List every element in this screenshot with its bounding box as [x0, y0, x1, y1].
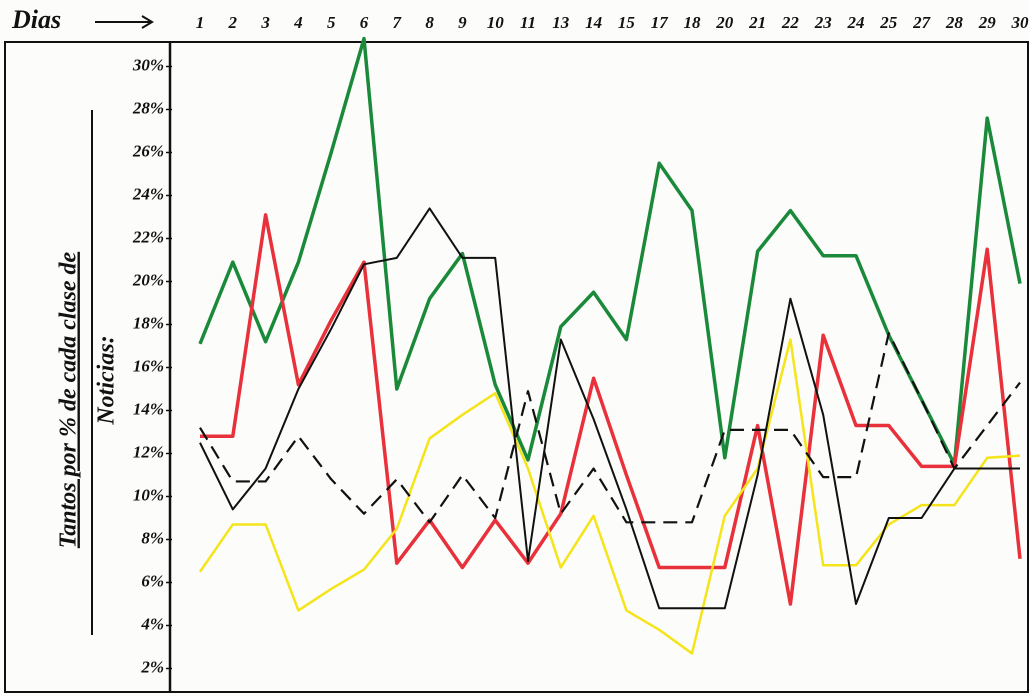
- y-tick-label: 20%: [132, 270, 164, 289]
- x-tick-label: 8: [425, 13, 434, 32]
- y-tick-label: 28%: [132, 98, 164, 117]
- x-tick-label: 7: [393, 13, 403, 32]
- x-tick-label: 13: [552, 13, 570, 32]
- y-tick-label: 26%: [132, 141, 164, 160]
- x-tick-label: 15: [618, 13, 636, 32]
- line-series: [199, 207, 1020, 610]
- x-tick-label: 25: [879, 13, 898, 32]
- y-tick-label: 4%: [140, 614, 164, 633]
- y-tick-label: 12%: [133, 442, 164, 461]
- x-tick-label: 2: [228, 13, 238, 32]
- x-tick-label: 10: [487, 13, 505, 32]
- y-tick-label: 14%: [133, 399, 164, 418]
- y-tick-label: 8%: [141, 528, 164, 547]
- x-tick-label: 5: [327, 13, 336, 32]
- line-series: [200, 213, 1022, 606]
- arrow: [95, 15, 154, 29]
- x-tick-label: 17: [651, 13, 670, 32]
- x-axis-label: Dias: [11, 5, 61, 34]
- x-tick-label: 9: [458, 13, 467, 32]
- x-tick-label: 21: [748, 13, 766, 32]
- x-tick-label: 14: [585, 13, 602, 32]
- y-tick-label: 6%: [141, 571, 164, 590]
- x-tick-label: 29: [978, 13, 997, 32]
- y-tick-label: 16%: [133, 356, 164, 375]
- y-tick-label: 18%: [133, 313, 164, 332]
- y-tick-label: 22%: [132, 227, 164, 246]
- x-tick-label: 20: [715, 13, 734, 32]
- x-tick-label: 28: [945, 13, 964, 32]
- line-series: [198, 338, 1021, 655]
- y-axis-label: Noticias:: [94, 335, 120, 425]
- x-tick-label: 23: [814, 13, 833, 32]
- x-tick-label: 22: [781, 13, 800, 32]
- x-tick-label: 4: [293, 13, 303, 32]
- line-series: [198, 36, 1022, 466]
- y-tick-label: 10%: [133, 485, 164, 504]
- x-tick-label: 24: [847, 13, 865, 32]
- y-axis-label: Tantos por % de cada clase de: [56, 251, 82, 548]
- x-tick-label: 30: [1011, 13, 1030, 32]
- line-series: [199, 332, 1021, 524]
- x-tick-label: 27: [912, 13, 932, 32]
- y-tick-label: 2%: [140, 657, 164, 676]
- x-tick-label: 6: [360, 13, 369, 32]
- frame: [4, 41, 1029, 693]
- x-tick-label: 3: [260, 13, 270, 32]
- x-tick-label: 1: [196, 13, 205, 32]
- y-tick-label: 24%: [132, 184, 164, 203]
- x-tick-label: 11: [520, 13, 536, 32]
- y-tick-label: 30%: [132, 55, 164, 74]
- x-tick-label: 18: [684, 13, 702, 32]
